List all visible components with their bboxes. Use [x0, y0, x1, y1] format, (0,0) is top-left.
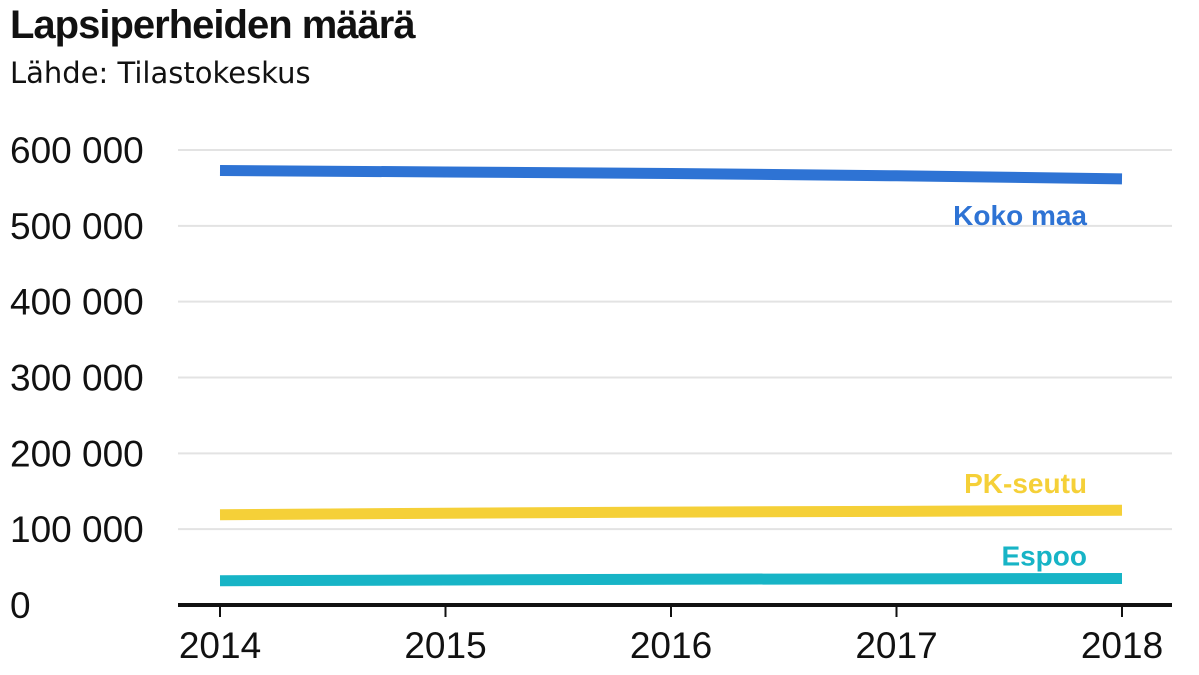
chart-title: Lapsiperheiden määrä [10, 3, 416, 47]
x-tick-label: 2016 [630, 625, 712, 666]
gridlines [178, 149, 1172, 531]
y-tick-label: 0 [10, 585, 31, 626]
y-tick-label: 500 000 [10, 206, 144, 247]
y-tick-label: 600 000 [10, 130, 144, 171]
series-label: Koko maa [953, 200, 1087, 231]
y-axis-tick-labels: 0 100 000 200 000 300 000 400 000 500 000 600 … [10, 130, 144, 626]
y-tick-label: 400 000 [10, 282, 144, 323]
y-tick-label: 300 000 [10, 358, 144, 399]
y-tick-label: 200 000 [10, 433, 144, 474]
series-line [219, 504, 1123, 521]
x-tick-label: 2014 [179, 625, 261, 666]
series-labels: Koko maa PK-seutu Espoo [953, 200, 1087, 572]
series-lines [219, 164, 1123, 587]
series-line [219, 164, 1123, 185]
x-tick-label: 2018 [1081, 625, 1163, 666]
x-tick-label: 2015 [404, 625, 486, 666]
series-line [219, 572, 1123, 587]
x-tick-label: 2017 [855, 625, 937, 666]
x-axis: 2014 2015 2016 2017 2018 [178, 603, 1172, 666]
series-label: PK-seutu [964, 468, 1087, 499]
chart-subtitle: Lähde: Tilastokeskus [10, 56, 311, 90]
y-tick-label: 100 000 [10, 509, 144, 550]
series-label: Espoo [1001, 540, 1087, 571]
